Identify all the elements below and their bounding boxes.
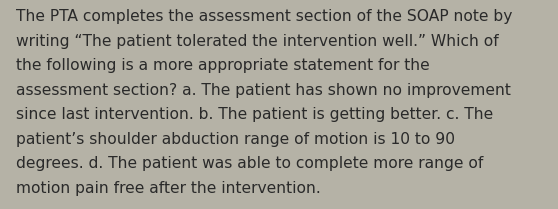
Text: the following is a more appropriate statement for the: the following is a more appropriate stat… xyxy=(16,58,429,73)
Text: motion pain free after the intervention.: motion pain free after the intervention. xyxy=(16,181,320,196)
Text: The PTA completes the assessment section of the SOAP note by: The PTA completes the assessment section… xyxy=(16,9,512,24)
Text: assessment section? a. The patient has shown no improvement: assessment section? a. The patient has s… xyxy=(16,83,511,98)
Text: writing “The patient tolerated the intervention well.” Which of: writing “The patient tolerated the inter… xyxy=(16,34,498,49)
Text: degrees. d. The patient was able to complete more range of: degrees. d. The patient was able to comp… xyxy=(16,156,483,171)
Text: patient’s shoulder abduction range of motion is 10 to 90: patient’s shoulder abduction range of mo… xyxy=(16,132,455,147)
Text: since last intervention. b. The patient is getting better. c. The: since last intervention. b. The patient … xyxy=(16,107,493,122)
